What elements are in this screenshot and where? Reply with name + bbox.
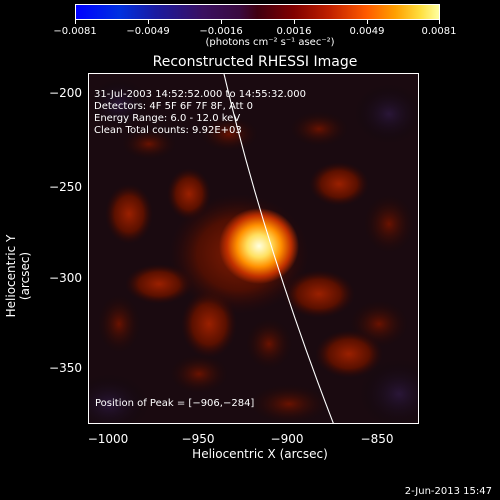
rhessi-image: 31-Jul-2003 14:52:52.000 to 14:55:32.000… (88, 73, 419, 424)
colorbar-tickmark (148, 19, 149, 24)
x-tick-label: −1000 (87, 432, 129, 446)
colorbar-tickmark (367, 19, 368, 24)
colorbar-tick-label: −0.0016 (199, 26, 243, 37)
y-tick-label: −250 (49, 180, 82, 194)
peak-position: Position of Peak = [−906,−284] (95, 398, 255, 409)
colorbar-tickmark (439, 19, 440, 24)
footer-date: 2-Jun-2013 15:47 (404, 486, 492, 497)
colorbar-tick-label: −0.0081 (53, 26, 97, 37)
y-tick-label: −200 (49, 86, 82, 100)
info-time-range: 31-Jul-2003 14:52:52.000 to 14:55:32.000 (94, 89, 306, 100)
colorbar (75, 4, 440, 20)
colorbar-tick-label: 0.0016 (276, 26, 312, 37)
colorbar-unit: (photons cm⁻² s⁻¹ asec⁻²) (205, 37, 335, 48)
info-counts: Clean Total counts: 9.92E+03 (94, 125, 242, 136)
colorbar-tick-label: 0.0081 (421, 26, 457, 37)
colorbar-tick-label: −0.0049 (126, 26, 170, 37)
colorbar-tickmark (75, 19, 76, 24)
colorbar-tickmark (221, 19, 222, 24)
info-detectors: Detectors: 4F 5F 6F 7F 8F, Att 0 (94, 101, 254, 112)
x-axis-label: Heliocentric X (arcsec) (192, 447, 328, 461)
image-map (89, 74, 418, 423)
colorbar-tick-label: 0.0049 (349, 26, 385, 37)
y-axis-label: Heliocentric Y (arcsec) (4, 234, 32, 318)
x-tick-label: −900 (270, 432, 304, 446)
colorbar-tickmark (294, 19, 295, 24)
info-energy-range: Energy Range: 6.0 - 12.0 keV (94, 113, 241, 124)
x-tick-label: −850 (360, 432, 394, 446)
y-tick-label: −300 (49, 271, 82, 285)
x-tick-label: −950 (181, 432, 215, 446)
y-tick-label: −350 (49, 361, 82, 375)
plot-title: Reconstructed RHESSI Image (152, 54, 358, 70)
